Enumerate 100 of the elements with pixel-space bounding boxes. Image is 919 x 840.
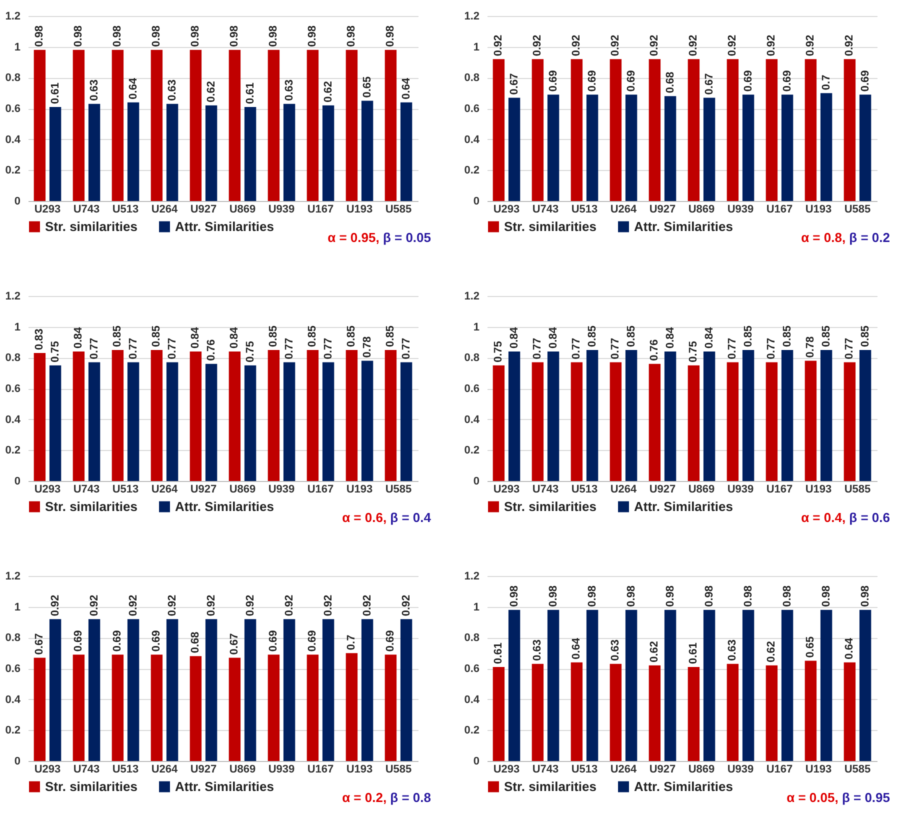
bar [112,654,124,761]
data-label: 0.77 [88,338,100,360]
bar [742,610,754,761]
data-label: 0.98 [112,25,124,47]
y-tick-label: 0.8 [464,72,480,84]
data-label: 0.63 [610,639,622,661]
data-label: 0.69 [112,630,124,652]
x-tick-label: U743 [73,204,100,216]
data-label: 0.92 [570,34,583,56]
data-label: 0.98 [703,585,716,607]
bar [166,619,178,761]
x-tick-label: U513 [571,484,598,496]
bar [532,362,544,481]
data-label: 0.77 [400,338,412,360]
y-tick-label: 0.2 [5,444,20,457]
x-tick-label: U927 [190,484,217,496]
bar [820,350,832,481]
bar [532,59,544,201]
y-tick-label: 0 [14,196,20,208]
x-tick-label: U264 [151,484,179,496]
x-tick-label: U193 [805,204,832,216]
legend-label: Attr. Similarities [634,498,733,514]
text: α = 0.05, β = 0.95 [786,790,890,805]
bar [804,59,817,201]
bar [166,362,178,481]
bar [346,350,358,481]
y-tick-label: 0.8 [464,632,480,644]
legend-label: Attr. Similarities [175,218,274,234]
x-tick-label: U513 [112,484,139,496]
bar [844,662,856,761]
x-tick-label: U513 [571,204,598,216]
bar [781,350,794,481]
y-tick-label: 0.8 [464,352,480,364]
bar [346,50,358,201]
x-tick-label: U743 [73,484,100,496]
data-label: 0.7 [346,634,358,650]
bar [859,350,872,481]
data-label: 0.67 [703,73,716,95]
y-tick-label: 0.2 [5,724,20,737]
x-tick-label: U193 [805,764,832,776]
data-label: 0.92 [49,594,62,616]
data-label: 0.77 [283,338,296,360]
bar [625,94,638,201]
data-label: 0.85 [742,326,754,347]
bar [400,362,412,481]
x-tick-label: U293 [34,204,61,216]
bar [664,610,676,761]
data-label: 0.61 [244,82,256,104]
data-label: 0.92 [127,594,140,616]
y-tick-label: 0.8 [5,352,20,364]
bar [283,362,296,481]
y-tick-label: 0 [14,756,20,768]
bar [283,104,296,201]
data-label: 0.92 [244,594,256,616]
bar [804,660,817,761]
text: α = 0.4, β = 0.6 [801,510,890,525]
x-tick-label: U193 [805,484,832,496]
bar [570,362,583,481]
x-tick-label: U927 [649,204,676,216]
bar [228,352,241,481]
data-label: 0.69 [781,70,794,92]
bar [72,654,85,761]
data-label: 0.84 [228,326,241,348]
data-label: 0.75 [688,340,700,362]
bar [34,353,46,481]
data-label: 0.92 [726,34,739,56]
bar [844,59,856,201]
x-tick-label: U585 [844,484,871,496]
data-label: 0.62 [322,80,334,102]
legend-label: Str. similarities [45,218,138,234]
text: α = 0.8, β = 0.2 [801,230,890,245]
y-tick-label: 0.6 [464,663,480,675]
data-label: 0.77 [610,338,622,360]
bar [664,96,676,201]
data-label: 0.69 [586,70,598,92]
bar [49,619,62,761]
bar [648,665,661,761]
bar [361,619,374,761]
bar [88,619,100,761]
legend-label: Attr. Similarities [175,498,274,514]
x-tick-label: U264 [610,764,638,776]
y-tick-label: 0.6 [464,103,480,115]
x-tick-label: U927 [190,764,217,776]
x-tick-label: U293 [493,764,520,776]
bar [127,619,140,761]
data-label: 0.85 [781,326,794,347]
data-label: 0.98 [742,585,754,607]
bar [648,364,661,481]
x-tick-label: U264 [610,204,638,216]
bar [610,664,622,761]
legend-label: Str. similarities [45,778,138,794]
data-label: 0.84 [547,326,560,348]
legend-label: Str. similarities [504,498,596,514]
bar [150,50,163,201]
x-tick-label: U869 [688,764,715,776]
data-label: 0.69 [72,630,85,652]
bar [820,93,832,201]
data-label: 0.98 [625,585,638,607]
data-label: 0.64 [400,77,412,100]
bar [306,350,319,481]
